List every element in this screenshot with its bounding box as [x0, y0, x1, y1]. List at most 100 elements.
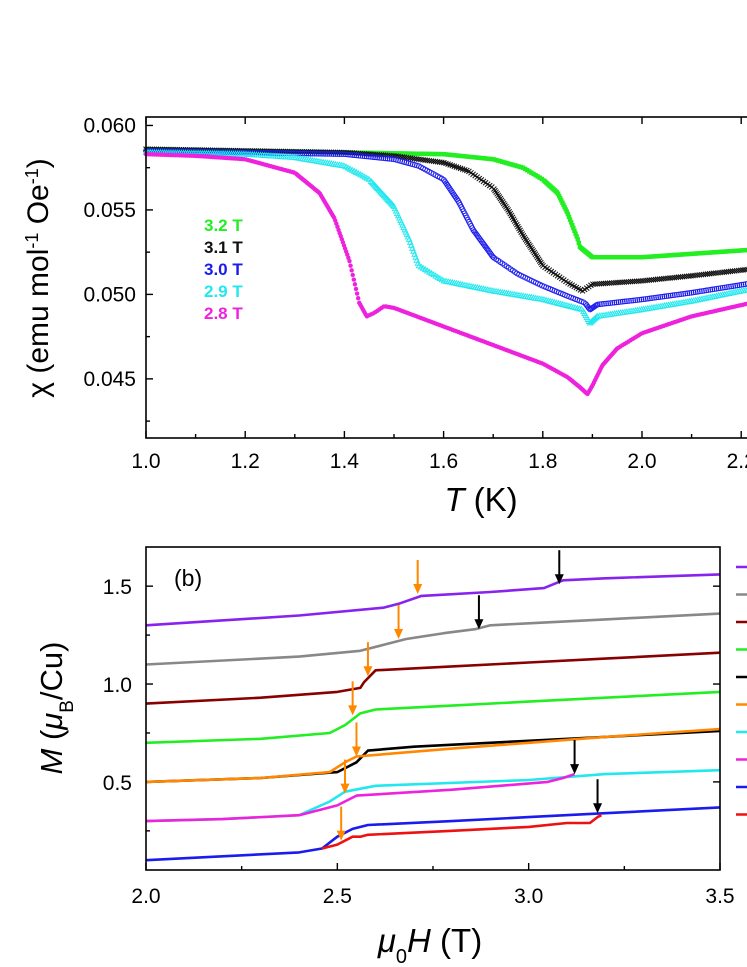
a-point	[357, 152, 364, 159]
a-point	[601, 300, 607, 307]
a-point	[278, 150, 285, 156]
a-x-tick-label: 1.0	[131, 450, 160, 473]
a-point	[567, 217, 573, 222]
a-point	[613, 299, 620, 306]
a-point	[638, 296, 645, 303]
a-point	[624, 298, 630, 305]
a-point	[626, 298, 632, 304]
a-point	[730, 283, 737, 289]
a-point	[688, 289, 695, 296]
a-point	[288, 150, 295, 157]
a-point	[338, 151, 345, 157]
a-point	[573, 231, 578, 236]
a-point	[651, 294, 657, 301]
a-point	[305, 150, 312, 157]
a-point	[744, 287, 747, 293]
a-x-tick-label: 2.0	[627, 450, 656, 473]
a-point	[705, 287, 712, 293]
b-series-line-2	[145, 651, 721, 705]
a-point	[721, 284, 728, 291]
a-point	[628, 297, 634, 304]
a-point	[348, 263, 353, 268]
a-point	[711, 286, 718, 292]
a-point	[372, 154, 379, 161]
a-point	[318, 150, 324, 157]
a-point	[336, 151, 343, 157]
panel-a-frame	[145, 116, 747, 439]
a-point	[566, 214, 572, 220]
a-point	[599, 301, 605, 307]
panel-a-x-unit: (K)	[465, 481, 518, 518]
a-point	[713, 285, 720, 292]
a-y-tick-label: 0.060	[83, 114, 136, 137]
a-point	[284, 150, 291, 157]
a-point	[354, 291, 360, 296]
a-point	[572, 228, 577, 233]
a-point	[286, 150, 293, 157]
panel-b-ticks: 2.0 2.5 3.0 3.5 0.5 1.0 1.5	[103, 576, 735, 908]
a-point	[341, 151, 347, 158]
a-legend-entry: 3.2 T	[204, 216, 243, 235]
panel-b-x-var: H	[407, 922, 431, 959]
panel-a-ticks: 1.0 1.2 1.4 1.6 1.8 2.0 2.2 0.045 0.050 0.055 0.06…	[83, 114, 747, 473]
a-point	[349, 152, 356, 158]
a-point	[634, 297, 641, 303]
panel-b-x-unit: (T)	[431, 922, 482, 959]
a-point	[699, 288, 705, 294]
panel-a-y-pre: χ (emu mol	[22, 249, 55, 398]
a-point	[709, 286, 716, 293]
a-point	[682, 290, 689, 297]
a-point	[565, 211, 571, 217]
a-point	[596, 301, 603, 308]
a-y-tick-label: 0.050	[83, 283, 136, 306]
a-series-2	[143, 147, 747, 313]
a-point	[359, 153, 366, 159]
a-point	[384, 155, 391, 162]
a-point	[661, 293, 668, 300]
a-point	[561, 202, 566, 208]
b-y-tick-label: 1.0	[103, 674, 132, 697]
a-point	[669, 292, 676, 299]
a-point	[734, 282, 741, 289]
a-point	[376, 154, 383, 161]
a-point	[609, 299, 616, 306]
panel-b-y-unit: /Cu)	[34, 641, 69, 700]
a-point	[350, 272, 355, 278]
a-point	[701, 287, 707, 294]
a-point	[617, 299, 624, 305]
a-point	[640, 296, 647, 303]
a-point	[388, 156, 395, 162]
a-point	[280, 150, 287, 156]
a-point	[646, 295, 653, 302]
a-point	[564, 209, 570, 214]
b-y-tick-label: 0.5	[103, 772, 132, 795]
a-point	[355, 295, 361, 301]
a-point	[744, 266, 747, 273]
a-point	[621, 298, 628, 305]
a-point	[274, 150, 281, 156]
a-point	[559, 198, 564, 203]
b-series-line-3	[145, 690, 721, 745]
a-point	[578, 305, 585, 312]
a-point	[352, 282, 358, 287]
a-point	[703, 287, 709, 294]
a-legend-entry: 3.0 T	[204, 260, 243, 279]
b-arrow	[351, 722, 361, 757]
a-point	[332, 151, 339, 157]
a-point	[663, 293, 670, 299]
a-point	[563, 207, 568, 212]
a-point	[728, 283, 734, 290]
a-point	[291, 150, 297, 157]
a-point	[328, 151, 335, 157]
panel-b-y-axis-label: M (μB/Cu)	[34, 641, 78, 774]
a-point	[607, 300, 614, 306]
a-point	[684, 290, 691, 297]
a-x-tick-label: 1.4	[330, 450, 360, 473]
a-point	[738, 281, 745, 288]
a-point	[576, 240, 582, 246]
a-point	[574, 234, 579, 239]
a-point	[630, 297, 637, 304]
a-point	[353, 286, 359, 292]
panel-b-chart: 2.0 2.5 3.0 3.50.51.01.5 (b) μ0H (T) M (μB/…	[34, 546, 747, 967]
a-point	[671, 292, 678, 298]
